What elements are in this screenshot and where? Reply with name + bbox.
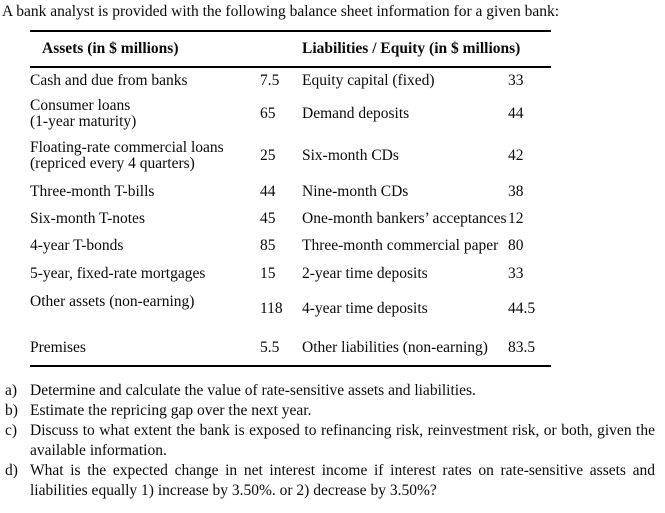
table-row: 5-year, fixed-rate mortgages 15 2-year t… <box>30 260 551 287</box>
asset-label: 4-year T-bonds <box>30 237 124 254</box>
liability-label: 4-year time deposits <box>302 300 428 317</box>
liability-label: One-month bankers’ acceptances <box>302 209 507 227</box>
question-label: b) <box>5 402 18 419</box>
table-row: Cash and due from banks 7.5 Equity capit… <box>30 67 551 93</box>
asset-label: Premises <box>30 339 86 356</box>
liability-value: 44 <box>508 104 524 122</box>
liability-value: 33 <box>508 264 524 282</box>
asset-label: Other assets (non-earning) <box>30 293 195 310</box>
table-row: Consumer loans (1-year maturity) 65 Dema… <box>30 93 551 134</box>
assets-header: Assets (in $ millions) <box>30 31 302 68</box>
asset-value: 85 <box>260 237 276 254</box>
asset-label: 5-year, fixed-rate mortgages <box>30 264 206 282</box>
question-text: Discuss to what extent the bank is expos… <box>30 422 655 459</box>
asset-value: 7.5 <box>260 71 280 89</box>
liability-value: 44.5 <box>508 300 536 317</box>
liability-label: Three-month commercial paper <box>302 237 499 254</box>
balance-sheet-table: Assets (in $ millions) Liabilities / Equ… <box>30 30 551 367</box>
asset-label: Three-month T-bills <box>30 182 155 200</box>
question-item-c: c) Discuss to what extent the bank is ex… <box>5 421 655 461</box>
asset-value: 25 <box>260 147 276 164</box>
asset-value: 45 <box>260 209 276 227</box>
question-label: c) <box>5 422 18 439</box>
table-row: 4-year T-bonds 85 Three-month commercial… <box>30 232 551 260</box>
question-item-a: a) Determine and calculate the value of … <box>5 381 655 401</box>
asset-label: Consumer loans (1-year maturity) <box>30 96 137 130</box>
asset-value: 65 <box>260 104 276 122</box>
liability-label: Demand deposits <box>302 104 410 122</box>
liability-value: 38 <box>508 182 524 200</box>
liability-value: 33 <box>508 71 524 89</box>
liability-value: 42 <box>508 147 524 164</box>
question-item-b: b) Estimate the repricing gap over the n… <box>5 401 655 421</box>
asset-value: 44 <box>260 182 276 200</box>
asset-value: 5.5 <box>260 339 280 356</box>
table-row: Three-month T-bills 44 Nine-month CDs 38 <box>30 178 551 205</box>
liability-value: 12 <box>508 209 524 227</box>
question-item-d: d) What is the expected change in net in… <box>5 461 655 501</box>
liability-label: Six-month CDs <box>302 147 399 164</box>
question-label: d) <box>5 462 18 479</box>
table-row: Premises 5.5 Other liabilities (non-earn… <box>30 331 551 366</box>
question-text: Determine and calculate the value of rat… <box>30 382 476 399</box>
asset-label: Cash and due from banks <box>30 71 188 89</box>
intro-text: A bank analyst is provided with the foll… <box>2 3 560 20</box>
table-row: Floating-rate commercial loans (repriced… <box>30 134 551 178</box>
liability-label: Equity capital (fixed) <box>302 71 435 89</box>
liability-value: 80 <box>508 237 524 254</box>
liability-label: 2-year time deposits <box>302 264 428 282</box>
table-header-row: Assets (in $ millions) Liabilities / Equ… <box>30 31 551 68</box>
questions-list: a) Determine and calculate the value of … <box>5 381 655 501</box>
liability-label: Nine-month CDs <box>302 182 409 200</box>
question-text: What is the expected change in net inter… <box>30 462 655 499</box>
asset-value: 15 <box>260 264 276 282</box>
question-label: a) <box>5 382 18 399</box>
asset-label: Floating-rate commercial loans (repriced… <box>30 139 224 172</box>
table-row: Six-month T-notes 45 One-month bankers’ … <box>30 205 551 232</box>
question-text: Estimate the repricing gap over the next… <box>30 402 312 419</box>
liability-label: Other liabilities (non-earning) <box>302 339 488 356</box>
liabilities-header: Liabilities / Equity (in $ millions) <box>302 31 551 68</box>
liability-value: 83.5 <box>508 339 536 356</box>
asset-value: 118 <box>260 300 283 317</box>
asset-label: Six-month T-notes <box>30 209 145 227</box>
table-row: Other assets (non-earning) 118 4-year ti… <box>30 287 551 331</box>
